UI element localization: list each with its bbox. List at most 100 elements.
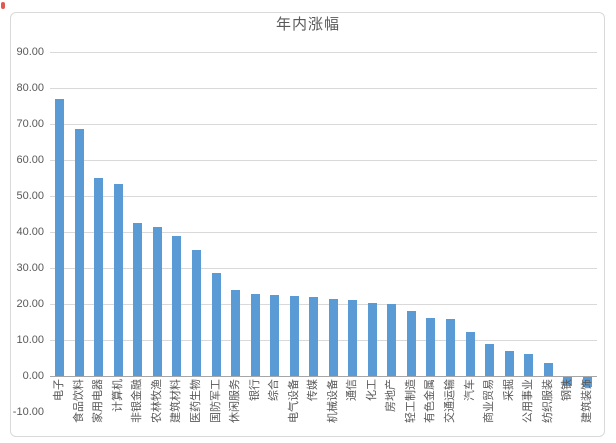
y-tick-label: 90.00 — [16, 46, 44, 58]
gridline — [50, 268, 597, 269]
x-category-cell: 机械设备 — [324, 379, 344, 439]
x-category-label: 商业贸易 — [483, 379, 496, 423]
x-category-label: 食品饮料 — [72, 379, 85, 423]
bar-采掘 — [504, 351, 514, 376]
gridline — [50, 232, 597, 233]
x-category-label: 银行 — [248, 379, 261, 401]
x-category-cell: 综合 — [265, 379, 285, 439]
x-category-label: 钢铁 — [561, 379, 574, 401]
bar-公用事业 — [524, 354, 534, 376]
y-tick-label: 70.00 — [16, 118, 44, 130]
bar-建筑材料 — [172, 235, 182, 376]
x-category-label: 农林牧渔 — [150, 379, 163, 423]
x-category-label: 综合 — [268, 379, 281, 401]
bar-农林牧渔 — [152, 227, 162, 376]
bar-钢铁 — [563, 377, 573, 386]
bar-汽车 — [465, 332, 475, 376]
x-category-label: 纺织服装 — [541, 379, 554, 423]
x-category-cell: 商业贸易 — [480, 379, 500, 439]
y-tick-label: 60.00 — [16, 154, 44, 166]
gridline — [50, 52, 597, 53]
x-category-label: 传媒 — [307, 379, 320, 401]
corner-artifact-dot — [1, 2, 5, 9]
x-category-label: 机械设备 — [326, 379, 339, 423]
x-category-label: 交通运输 — [443, 379, 456, 423]
bar-纺织服装 — [543, 363, 553, 376]
x-category-label: 家用电器 — [92, 379, 105, 423]
bar-轻工制造 — [406, 311, 416, 376]
x-category-cell: 轻工制造 — [402, 379, 422, 439]
y-tick-label: -10.00 — [12, 406, 44, 418]
x-category-cell: 国防军工 — [206, 379, 226, 439]
plot-area — [50, 52, 597, 388]
x-category-cell: 农林牧渔 — [148, 379, 168, 439]
x-category-label: 非银金融 — [131, 379, 144, 423]
x-category-cell: 通信 — [343, 379, 363, 439]
x-category-cell: 休闲服务 — [226, 379, 246, 439]
category-axis-line — [50, 376, 597, 377]
x-axis: 电子 食品饮料 家用电器 计算机 非银金融 农林牧渔 建筑材料 医药生物 国防军工 休闲服务 银行综… — [50, 379, 597, 439]
bar-传媒 — [309, 297, 319, 376]
bar-食品饮料 — [74, 129, 84, 376]
x-category-label: 房地产 — [385, 379, 398, 412]
x-category-cell: 银行 — [245, 379, 265, 439]
gridline — [50, 88, 597, 89]
x-category-cell: 计算机 — [109, 379, 129, 439]
x-category-label: 汽车 — [463, 379, 476, 401]
bar-医药生物 — [192, 250, 202, 376]
gridline — [50, 304, 597, 305]
bar-交通运输 — [445, 319, 455, 376]
x-category-label: 建筑材料 — [170, 379, 183, 423]
x-category-cell: 采掘 — [499, 379, 519, 439]
bar-国防军工 — [211, 273, 221, 376]
y-tick-label: 80.00 — [16, 82, 44, 94]
y-tick-label: 40.00 — [16, 226, 44, 238]
gridline — [50, 196, 597, 197]
bar-电气设备 — [289, 295, 299, 376]
y-tick-label: 30.00 — [16, 262, 44, 274]
x-category-cell: 公用事业 — [519, 379, 539, 439]
x-category-label: 公用事业 — [522, 379, 535, 423]
x-category-label: 建筑装饰 — [580, 379, 593, 423]
x-category-cell: 交通运输 — [441, 379, 461, 439]
bar-通信 — [348, 300, 358, 376]
x-category-cell: 建筑材料 — [167, 379, 187, 439]
bar-有色金属 — [426, 318, 436, 376]
y-axis: 90.00 80.00 70.00 60.00 50.00 40.00 30.00 20.00… — [0, 46, 44, 424]
x-category-label: 国防军工 — [209, 379, 222, 423]
x-category-cell: 食品饮料 — [70, 379, 90, 439]
x-category-label: 医药生物 — [190, 379, 203, 423]
x-category-label: 休闲服务 — [229, 379, 242, 423]
x-category-cell: 房地产 — [382, 379, 402, 439]
x-category-label: 有色金属 — [424, 379, 437, 423]
x-category-label: 电子 — [53, 379, 66, 401]
x-category-label: 通信 — [346, 379, 359, 401]
gridline — [50, 160, 597, 161]
bar-家用电器 — [94, 178, 104, 376]
x-category-cell: 家用电器 — [89, 379, 109, 439]
x-category-label: 化工 — [365, 379, 378, 401]
x-category-cell: 电子 — [50, 379, 70, 439]
gridline — [50, 340, 597, 341]
x-category-cell: 医药生物 — [187, 379, 207, 439]
bar-银行 — [250, 293, 260, 376]
x-category-cell: 电气设备 — [284, 379, 304, 439]
x-category-label: 计算机 — [111, 379, 124, 412]
x-category-cell: 汽车 — [460, 379, 480, 439]
x-category-label: 电气设备 — [287, 379, 300, 423]
bar-电子 — [55, 98, 65, 376]
gridline — [50, 124, 597, 125]
chart-title: 年内涨幅 — [275, 16, 340, 33]
bar-非银金融 — [133, 223, 143, 376]
x-category-cell: 建筑装饰 — [577, 379, 597, 439]
y-tick-label: 20.00 — [16, 298, 44, 310]
x-category-cell: 传媒 — [304, 379, 324, 439]
x-category-cell: 纺织服装 — [538, 379, 558, 439]
y-tick-label: 50.00 — [16, 190, 44, 202]
x-category-label: 采掘 — [502, 379, 515, 401]
x-category-cell: 有色金属 — [421, 379, 441, 439]
x-category-label: 轻工制造 — [404, 379, 417, 423]
x-category-cell: 钢铁 — [558, 379, 578, 439]
bar-商业贸易 — [485, 344, 495, 376]
